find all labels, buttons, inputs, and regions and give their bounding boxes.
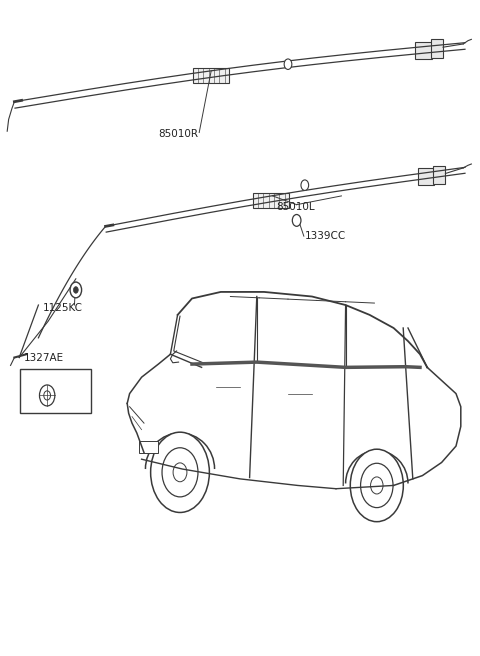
Bar xyxy=(139,441,158,453)
Circle shape xyxy=(360,463,393,508)
Bar xyxy=(415,42,432,59)
Circle shape xyxy=(162,448,198,497)
Bar xyxy=(253,194,289,208)
Bar xyxy=(433,165,445,184)
Circle shape xyxy=(301,180,309,190)
Circle shape xyxy=(70,282,82,298)
Circle shape xyxy=(151,432,209,512)
Circle shape xyxy=(371,477,383,494)
Bar xyxy=(431,39,443,58)
Circle shape xyxy=(173,463,187,482)
Bar xyxy=(193,68,229,83)
Circle shape xyxy=(44,391,50,400)
Text: 85010R: 85010R xyxy=(158,129,198,140)
Circle shape xyxy=(73,287,78,293)
Text: 1327AE: 1327AE xyxy=(24,354,64,363)
Circle shape xyxy=(284,59,292,70)
Bar xyxy=(20,369,91,413)
Text: 1339CC: 1339CC xyxy=(305,231,346,241)
Bar xyxy=(418,168,434,185)
Circle shape xyxy=(292,215,301,226)
Circle shape xyxy=(39,385,55,406)
Circle shape xyxy=(350,449,403,522)
Text: 1125KC: 1125KC xyxy=(43,303,83,314)
Text: 85010L: 85010L xyxy=(276,201,314,212)
